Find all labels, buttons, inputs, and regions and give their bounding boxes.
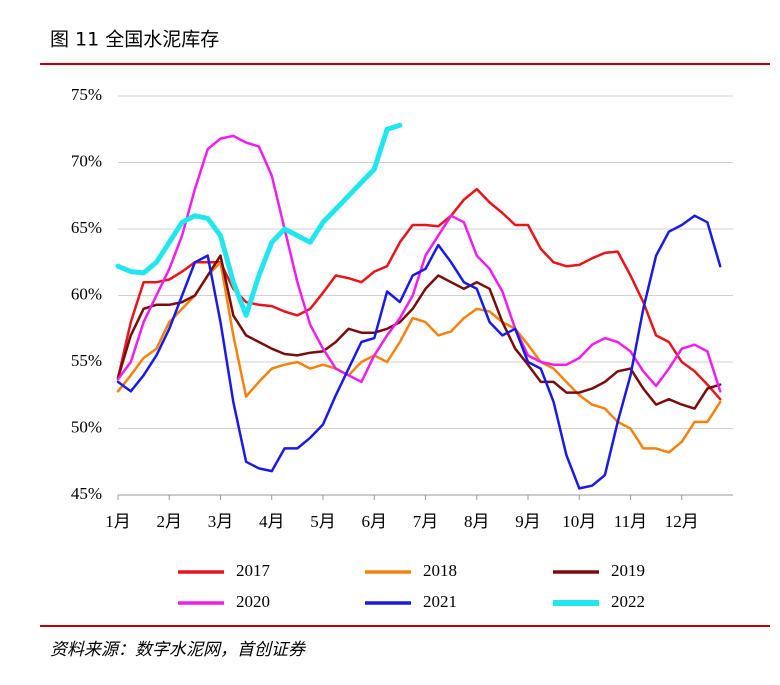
legend-label: 2019 [611,561,645,580]
y-tick-label: 65% [71,218,102,237]
x-tick-label: 9月 [515,512,541,531]
legend-label: 2020 [236,592,270,611]
legend-label: 2017 [236,561,271,580]
x-tick-label: 1月 [105,512,131,531]
x-tick-label: 8月 [464,512,490,531]
y-tick-label: 60% [71,284,102,303]
x-tick-label: 6月 [362,512,388,531]
chart-title: 图 11 全国水泥库存 [50,29,219,51]
y-tick-label: 50% [71,417,102,436]
y-tick-label: 45% [71,484,102,503]
series-line [115,122,403,318]
series-line [116,254,722,410]
y-tick-label: 75% [71,85,102,104]
y-tick-label: 55% [71,351,102,370]
x-tick-label: 10月 [562,512,596,531]
x-tick-label: 11月 [614,512,647,531]
x-tick-label: 3月 [208,512,234,531]
legend-label: 2022 [611,592,645,611]
series-line [116,261,722,454]
x-tick-label: 12月 [665,512,699,531]
series-line [116,214,722,490]
x-tick-label: 7月 [413,512,439,531]
x-tick-label: 2月 [157,512,183,531]
source: 资料来源：数字水泥网，首创证券 [50,640,307,660]
series-line [116,134,722,393]
legend-label: 2021 [423,592,457,611]
series-line [116,187,722,401]
y-tick-label: 70% [71,151,102,170]
x-tick-label: 5月 [310,512,336,531]
x-tick-label: 4月 [259,512,285,531]
legend-label: 2018 [423,561,457,580]
